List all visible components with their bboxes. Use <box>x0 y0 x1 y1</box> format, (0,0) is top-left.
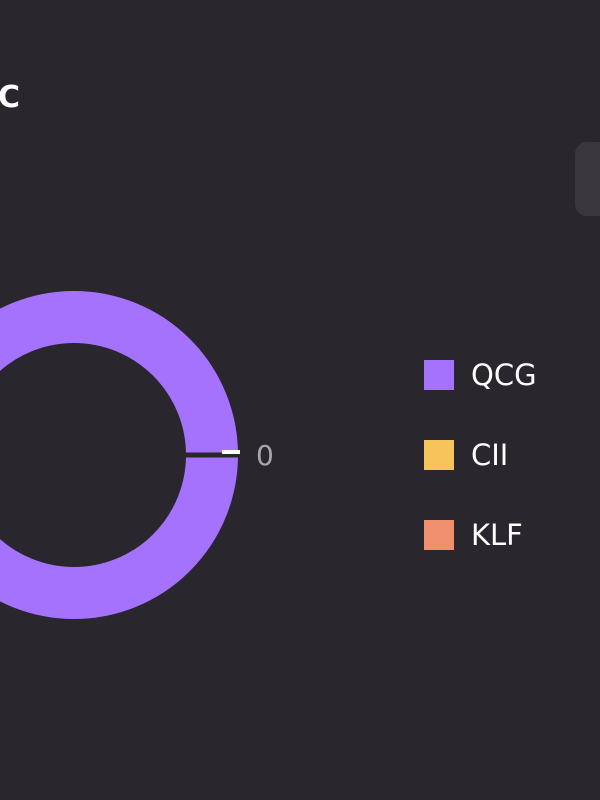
chart-legend: QCG CII KLF <box>424 355 537 595</box>
legend-item-klf[interactable]: KLF <box>424 515 537 555</box>
legend-swatch-klf <box>424 520 454 550</box>
legend-label-klf: KLF <box>471 518 523 552</box>
data-label: 0 <box>256 439 274 472</box>
side-handle[interactable] <box>575 142 600 216</box>
legend-swatch-cii <box>424 440 454 470</box>
legend-item-qcg[interactable]: QCG <box>424 355 537 395</box>
donut-labels: 0 <box>184 439 274 472</box>
page-title: C <box>0 80 21 115</box>
donut-ring <box>0 291 238 619</box>
legend-swatch-qcg <box>424 360 454 390</box>
legend-label-cii: CII <box>471 438 509 472</box>
legend-item-cii[interactable]: CII <box>424 435 537 475</box>
donut-slice-qcg[interactable] <box>0 291 238 619</box>
legend-label-qcg: QCG <box>471 358 537 392</box>
